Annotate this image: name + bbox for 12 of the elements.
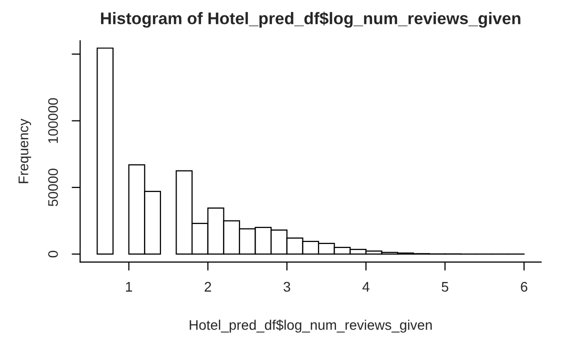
x-tick-label: 6 xyxy=(520,282,528,292)
chart-title: Histogram of Hotel_pred_df$log_num_reviews_given xyxy=(101,12,520,28)
x-tick-label: 1 xyxy=(126,282,132,292)
x-tick-label: 4 xyxy=(362,282,370,292)
x-tick-label: 2 xyxy=(204,282,212,292)
y-tick-label: 100000 xyxy=(48,98,58,143)
y-tick-label: 50000 xyxy=(48,168,58,206)
y-tick-label: 0 xyxy=(48,250,58,258)
x-tick-label: 3 xyxy=(284,282,290,292)
x-axis-title: Hotel_pred_df$log_num_reviews_given xyxy=(190,319,432,333)
x-tick-label: 5 xyxy=(442,282,448,292)
y-axis-title: Frequency xyxy=(18,118,32,184)
